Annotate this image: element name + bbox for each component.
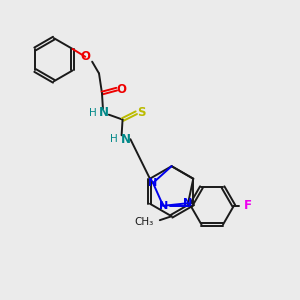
Text: F: F (244, 199, 252, 212)
Text: N: N (183, 198, 193, 208)
Text: N: N (98, 106, 108, 119)
Text: N: N (121, 133, 131, 146)
Text: S: S (137, 106, 146, 119)
Text: H: H (110, 134, 118, 144)
Text: N: N (148, 178, 158, 188)
Text: O: O (80, 50, 90, 63)
Text: CH₃: CH₃ (135, 217, 154, 227)
Text: O: O (117, 82, 127, 96)
Text: N: N (158, 201, 168, 211)
Text: H: H (89, 108, 97, 118)
